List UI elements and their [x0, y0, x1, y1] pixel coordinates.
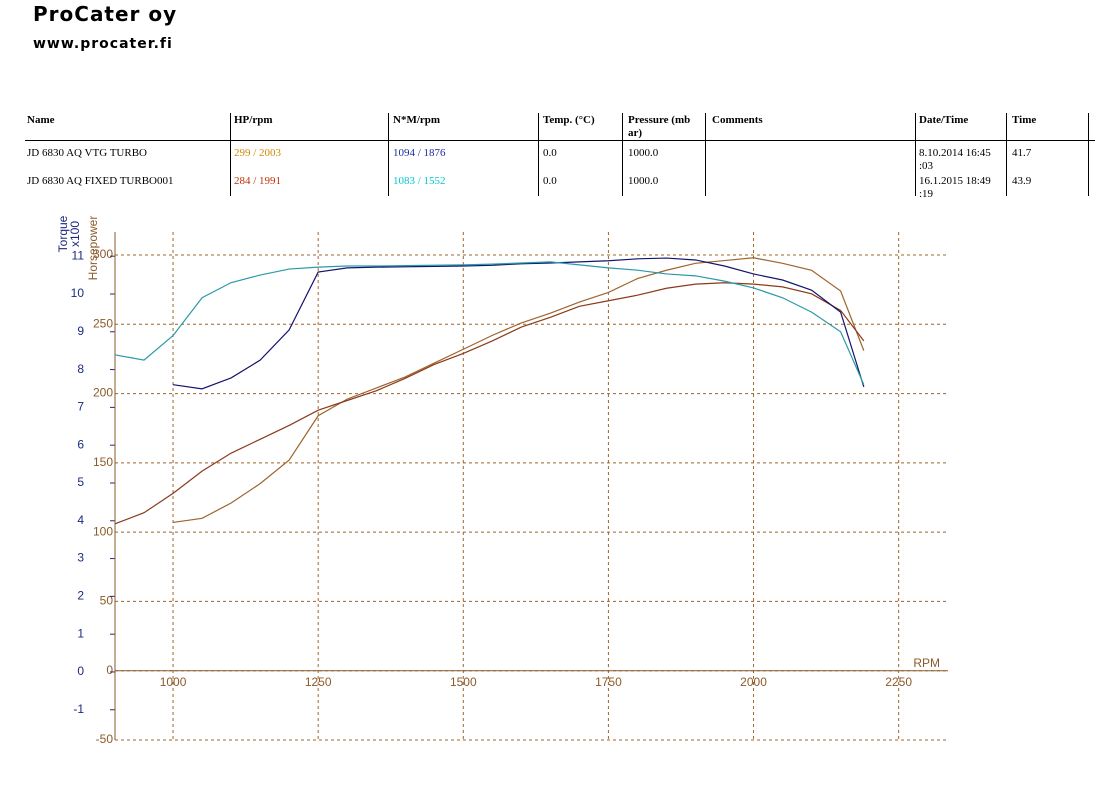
y2-tick-label: 8: [77, 362, 84, 376]
table-cell: 1000.0: [628, 147, 659, 159]
column-separator: [388, 113, 389, 196]
x-tick-label: 2250: [885, 675, 912, 689]
y2-tick-label: 1: [77, 626, 84, 640]
column-separator: [1088, 113, 1089, 196]
y2-axis-label: Torque: [56, 215, 70, 252]
y-tick-label: 300: [93, 247, 113, 261]
table-cell: 43.9: [1012, 175, 1032, 187]
data-line: [114, 282, 865, 525]
data-line: [172, 257, 865, 524]
company-url: www.procater.fi: [33, 36, 173, 52]
table-cell: 1083 / 1552: [393, 175, 446, 187]
table-cell: 1094 / 1876: [393, 147, 446, 159]
table-cell: 299 / 2003: [234, 147, 282, 159]
y2-tick-label: 9: [77, 324, 84, 338]
column-header: Pressure (mb ar): [628, 114, 691, 139]
company-title: ProCater oy: [33, 2, 178, 26]
column-header: N*M/rpm: [393, 114, 441, 126]
y-tick-label: 250: [93, 316, 113, 330]
y2-tick-label: 6: [77, 437, 84, 451]
table-cell: 1000.0: [628, 175, 659, 187]
y2-tick-label: 10: [71, 286, 85, 300]
column-header: Temp. (°C): [543, 114, 595, 126]
x-tick-label: 1750: [595, 675, 622, 689]
table-cell: 0.0: [543, 175, 557, 187]
column-separator: [622, 113, 623, 196]
column-header: HP/rpm: [234, 114, 273, 126]
y-tick-label: 0: [106, 663, 113, 677]
table-cell: 41.7: [1012, 147, 1032, 159]
column-header: Name: [27, 114, 55, 126]
y2-tick-label: 11: [72, 248, 85, 262]
y-axis-label: Horsepower: [86, 216, 100, 281]
y2-tick-label: 3: [77, 551, 84, 565]
column-separator: [230, 113, 231, 196]
x-axis-label: RPM: [913, 656, 940, 670]
table-cell: 16.1.2015 18:49 :19: [919, 175, 991, 200]
y-tick-label: -50: [96, 732, 114, 746]
data-line: [172, 257, 865, 390]
header-rule: [25, 140, 1095, 141]
x-tick-label: 2000: [740, 675, 767, 689]
column-separator: [538, 113, 539, 196]
column-separator: [915, 113, 916, 196]
x-tick-label: 1250: [305, 675, 332, 689]
data-line: [114, 261, 865, 385]
y2-axis-multiplier: x100: [68, 221, 82, 247]
column-separator: [1006, 113, 1007, 196]
table-cell: 284 / 1991: [234, 175, 282, 187]
y2-tick-label: 5: [77, 475, 84, 489]
y-tick-label: 100: [93, 524, 113, 538]
table-cell: 0.0: [543, 147, 557, 159]
table-cell: 8.10.2014 16:45 :03: [919, 147, 991, 172]
table-cell: JD 6830 AQ FIXED TURBO001: [27, 175, 174, 187]
column-header: Time: [1012, 114, 1037, 126]
y2-tick-label: 7: [77, 400, 84, 414]
y2-tick-label: -1: [73, 702, 84, 716]
y2-tick-label: 4: [77, 513, 84, 527]
column-separator: [705, 113, 706, 196]
y-tick-label: 50: [100, 594, 114, 608]
y2-tick-label: 0: [77, 664, 84, 678]
y-tick-label: 200: [93, 386, 113, 400]
y2-tick-label: 2: [77, 589, 84, 603]
x-tick-label: 1000: [160, 675, 187, 689]
column-header: Comments: [712, 114, 763, 126]
column-header: Date/Time: [919, 114, 969, 126]
y-tick-label: 150: [93, 455, 113, 469]
x-tick-label: 1500: [450, 675, 477, 689]
table-cell: JD 6830 AQ VTG TURBO: [27, 147, 147, 159]
